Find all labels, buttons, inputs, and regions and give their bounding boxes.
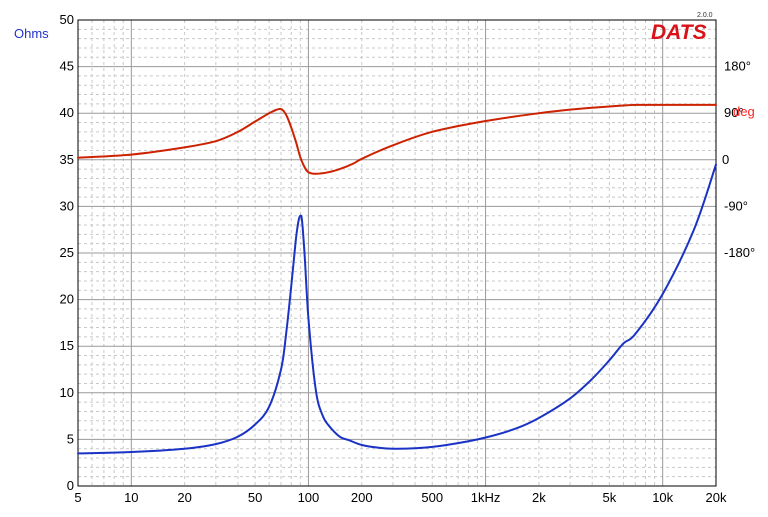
- left-tick-label: 10: [60, 385, 74, 400]
- left-tick-label: 0: [67, 478, 74, 493]
- plot-frame: [77, 19, 717, 487]
- series-layer: [77, 103, 717, 455]
- left-tick-label: 5: [67, 431, 74, 446]
- left-tick-label: 40: [60, 105, 74, 120]
- x-tick-label: 50: [248, 490, 262, 505]
- left-axis-label: Ohms: [14, 26, 49, 41]
- left-tick-label: 45: [60, 59, 74, 74]
- x-tick-label: 20k: [706, 490, 727, 505]
- x-axis-ticks: 5 10 20 50 100 200 500 1kHz 2k 5k 10k 20k: [74, 490, 727, 505]
- right-tick-label: 90°: [724, 105, 744, 120]
- left-tick-label: 25: [60, 245, 74, 260]
- minor-gridlines: [78, 20, 716, 486]
- x-tick-label: 10k: [652, 490, 673, 505]
- right-axis-ticks: 180° 90° 0 -90° -180°: [722, 59, 755, 260]
- major-gridlines: [78, 20, 716, 486]
- right-tick-label: -180°: [724, 245, 755, 260]
- dats-logo: DATS: [651, 21, 707, 44]
- left-tick-label: 35: [60, 152, 74, 167]
- left-tick-label: 50: [60, 12, 74, 27]
- left-tick-label: 15: [60, 338, 74, 353]
- x-tick-label: 2k: [532, 490, 546, 505]
- x-tick-label: 100: [298, 490, 320, 505]
- right-tick-label: 0: [722, 152, 729, 167]
- x-tick-label: 200: [351, 490, 373, 505]
- x-tick-label: 1kHz: [471, 490, 501, 505]
- x-tick-label: 5: [74, 490, 81, 505]
- x-tick-label: 10: [124, 490, 138, 505]
- left-tick-label: 20: [60, 292, 74, 307]
- left-tick-label: 30: [60, 198, 74, 213]
- right-axis-label: deg: [733, 104, 755, 119]
- logo-version: 2.0.0: [697, 12, 713, 19]
- x-tick-label: 500: [421, 490, 443, 505]
- right-tick-label: 180°: [724, 59, 751, 74]
- x-tick-label: 5k: [602, 490, 616, 505]
- impedance-series-line: [77, 163, 717, 455]
- left-axis-ticks: 0 5 10 15 20 25 30 35 40 45 50: [60, 12, 74, 493]
- x-tick-label: 20: [177, 490, 191, 505]
- right-tick-label: -90°: [724, 198, 748, 213]
- phase-series-line: [77, 103, 717, 175]
